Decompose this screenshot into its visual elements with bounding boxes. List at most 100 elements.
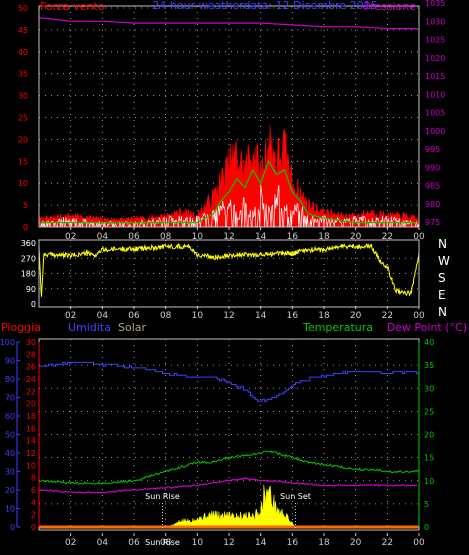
pressure-series [38,17,418,30]
solar-label: Solar [118,321,147,334]
humidity-tick-label: 50 [5,431,15,440]
direction-tick-label: 90 [26,285,36,294]
direction-tick-label: 180 [21,270,36,279]
temperature-tick-label: 40 [424,338,434,347]
series [38,361,420,530]
wind-pressure-panel: 0510152025303540455097598098599099510001… [18,0,446,242]
temperature-tick-label: 0 [424,523,429,532]
left-tick-label: 45 [18,26,28,35]
rain-tick-label: 20 [26,400,36,409]
x-tick-label: 08 [160,232,172,242]
left-tick-label: 30 [18,92,28,101]
x-tick-label: 20 [350,232,362,242]
x-tick-label: 22 [382,538,393,548]
rain-tick-label: 30 [26,338,36,347]
x-tick-label: 16 [287,232,299,242]
x-tick-label: 06 [128,232,140,242]
x-tick-label: 00 [413,232,425,242]
x-tick-label: 08 [160,311,172,321]
x-tick-label: 22 [382,232,393,242]
solar-series [162,484,297,528]
direction-tick-label: 360 [21,239,36,248]
direction-series [38,242,420,297]
x-tick-label: 00 [413,311,425,321]
right-tick-label: 985 [425,182,440,191]
x-tick-label: 14 [255,232,267,242]
x-tick-label: 22 [382,311,393,321]
ticks: 0102030405060708090100024681012141618202… [0,338,434,548]
x-tick-label: 00 [413,538,425,548]
x-tick-label: 04 [97,232,109,242]
dewpoint-series [38,477,418,494]
gust-series [38,125,420,228]
rain-tick-label: 28 [26,350,36,359]
direction-tick-label: 270 [21,254,36,263]
series [38,17,420,229]
temperature-tick-label: 10 [424,477,434,486]
compass-label: N [438,237,447,251]
x-tick-label: 10 [192,538,204,548]
chart-title: 24 hour weatherdata: 12 Dicembre 2015 [152,0,377,12]
x-tick-label: 14 [255,311,267,321]
series [38,242,420,297]
x-tick-label: 18 [318,232,330,242]
temperature-tick-label: 30 [424,384,434,393]
humidity-tick-label: 100 [0,338,15,347]
rain-tick-label: 12 [26,449,36,458]
x-tick-label: 06 [128,311,140,321]
temperature-series [38,450,420,485]
speed-series [39,184,420,229]
left-tick-label: 10 [18,179,28,188]
humidity-tick-label: 20 [5,486,15,495]
dewpoint-label: Dew Point (°C) [387,321,467,334]
annotation-label: Sun Rise [145,492,180,501]
x-tick-label: 02 [65,538,76,548]
annotation-label: Sun Set [280,492,311,501]
ticks: 0510152025303540455097598098599099510001… [18,0,446,242]
humidity-tick-label: 0 [10,523,15,532]
x-tick-label: 12 [223,232,234,242]
right-tick-label: 1015 [425,72,445,81]
rain-tick-label: 22 [26,387,36,396]
rain-tick-label: 18 [26,412,36,421]
rain-tick-label: 0 [31,523,36,532]
temperature-tick-label: 5 [424,500,429,509]
left-tick-label: 35 [18,70,28,79]
right-tick-label: 995 [425,145,440,154]
humidity-tick-label: 90 [5,357,15,366]
grid [39,6,420,227]
rain-tick-label: 26 [26,363,36,372]
humidity-tick-label: 60 [5,412,15,421]
rain-tick-label: 8 [31,474,36,483]
rain-tick-label: 14 [26,437,36,446]
compass-label: N [438,305,447,319]
annotation-label: Sun Rise [145,538,180,547]
x-tick-label: 04 [97,538,109,548]
direction-tick-label: 0 [31,300,36,309]
humidity-label: Umidita [68,321,111,334]
humidity-tick-label: 70 [5,394,15,403]
left-tick-label: 20 [18,135,28,144]
rain-tick-label: 6 [31,486,36,495]
rain-tick-label: 2 [31,511,36,520]
temperature-tick-label: 25 [424,407,434,416]
compass-label: W [438,254,450,268]
right-axis-label: Pressione [364,0,417,13]
x-tick-label: 02 [65,311,76,321]
left-tick-label: 25 [18,114,28,123]
right-tick-label: 980 [425,200,440,209]
temperature-tick-label: 35 [424,361,434,370]
right-tick-label: 1030 [425,17,445,26]
x-tick-label: 08 [160,538,172,548]
left-tick-label: 50 [18,4,28,13]
x-tick-label: 12 [223,538,234,548]
right-tick-label: 990 [425,163,440,172]
left-tick-label: 5 [23,201,28,210]
rain-tick-label: 24 [26,375,36,384]
x-tick-label: 10 [192,311,204,321]
x-tick-label: 12 [223,311,234,321]
